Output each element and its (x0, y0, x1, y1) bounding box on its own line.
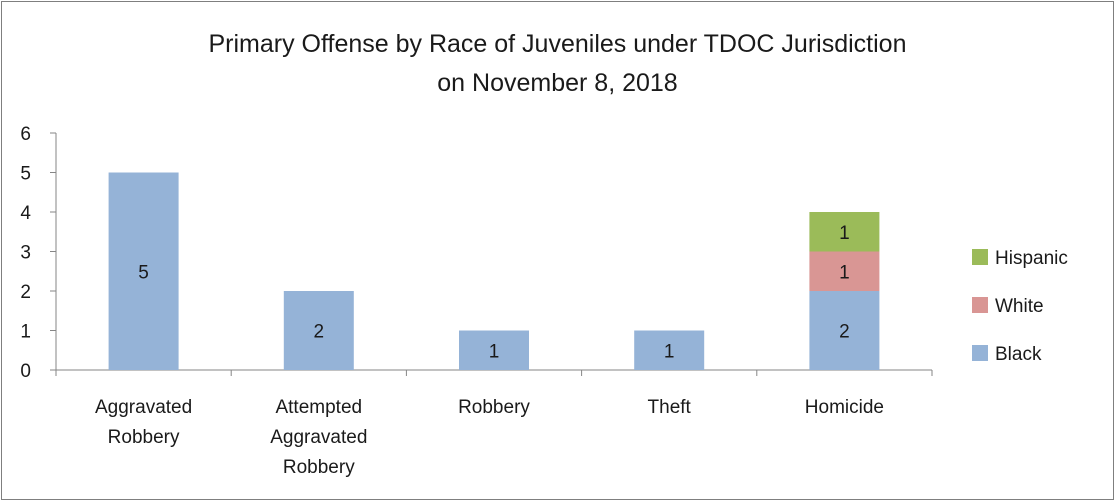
bar-black (108, 172, 179, 370)
data-label: 1 (664, 341, 675, 362)
bar-black (634, 330, 705, 370)
legend-swatch-black (972, 345, 988, 361)
chart-title: Primary Offense by Race of Juveniles und… (208, 30, 907, 58)
legend-swatch-white (972, 297, 988, 313)
data-label: 1 (839, 262, 850, 283)
legend-swatch-hispanic (972, 249, 988, 265)
y-tick-label: 6 (20, 124, 31, 145)
y-tick-label: 1 (20, 322, 31, 343)
bar-black (809, 291, 880, 370)
chart-subtitle: on November 8, 2018 (437, 69, 678, 97)
data-label: 1 (489, 341, 500, 362)
y-tick-label: 4 (20, 203, 31, 224)
y-tick-label: 5 (20, 164, 31, 185)
x-category-label: Attempted (275, 397, 362, 418)
legend-label-hispanic: Hispanic (995, 248, 1068, 269)
legend-label-white: White (995, 296, 1044, 317)
x-category-label: Robbery (458, 397, 530, 418)
x-category-label: Aggravated (270, 427, 367, 448)
data-label: 2 (839, 322, 850, 343)
x-category-label: Robbery (283, 457, 355, 478)
bar-hispanic (809, 212, 880, 252)
x-category-label: Homicide (805, 397, 884, 418)
x-category-label: Theft (648, 397, 692, 418)
x-category-label: Aggravated (95, 397, 192, 418)
data-label: 1 (839, 223, 850, 244)
bar-black (283, 291, 354, 370)
x-category-label: Robbery (108, 427, 180, 448)
bar-black (459, 330, 529, 370)
y-tick-label: 2 (20, 282, 31, 303)
y-tick-label: 3 (20, 243, 31, 264)
data-label: 2 (314, 322, 325, 343)
data-label: 5 (138, 262, 149, 283)
legend-label-black: Black (995, 344, 1042, 365)
bar-white (809, 251, 880, 291)
y-tick-label: 0 (20, 361, 31, 382)
